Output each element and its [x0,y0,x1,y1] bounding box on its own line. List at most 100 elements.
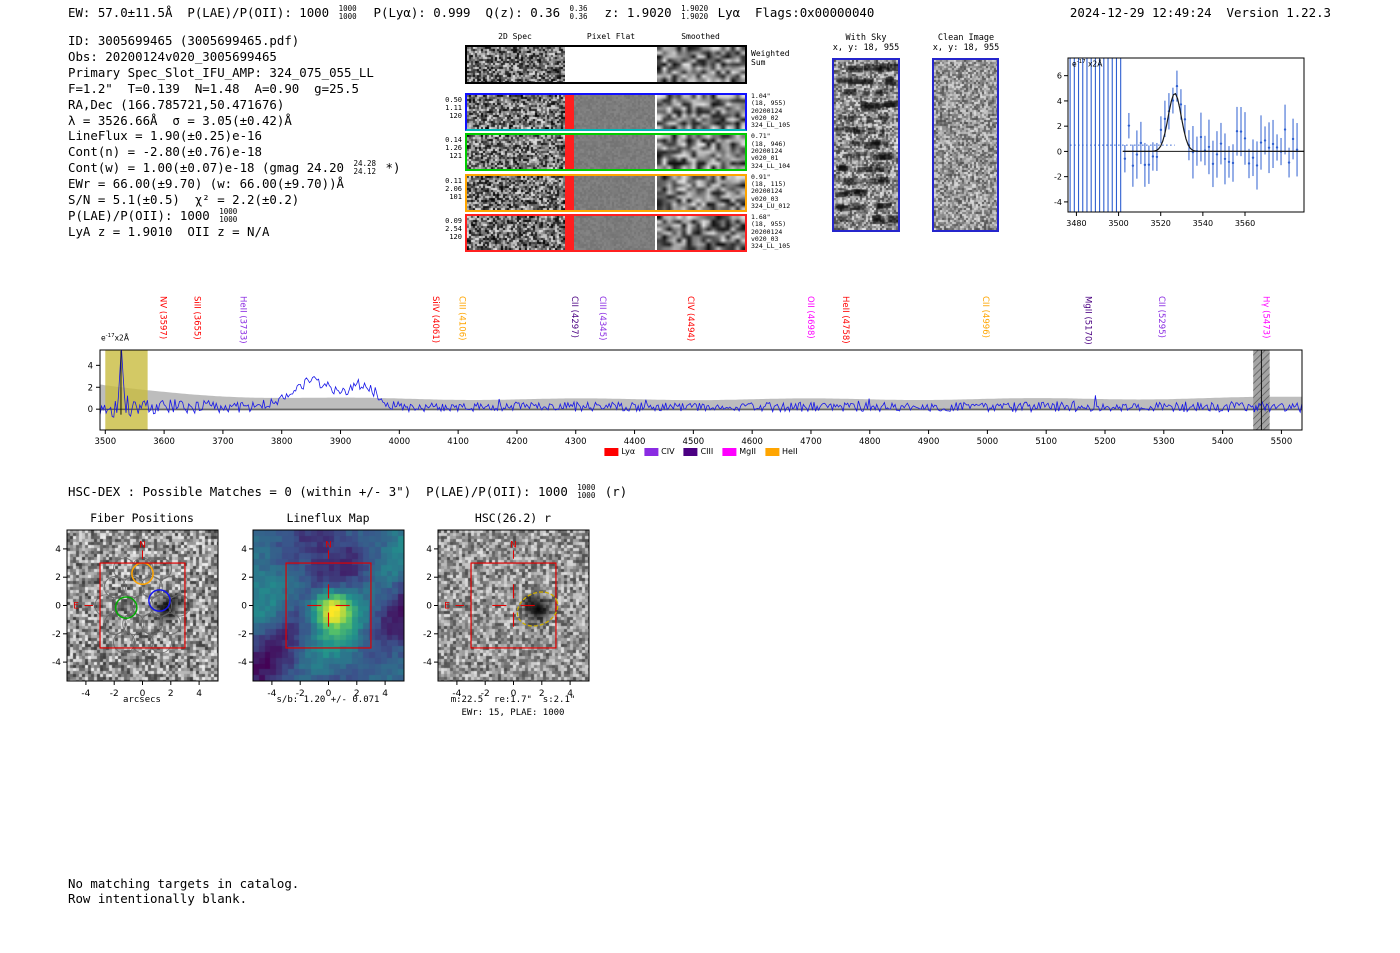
emission-line-label: Hγ (5473) [1260,296,1271,339]
fiber-row-right-labels[interactable]: 0.91" (18, 115) 20200124 v020_03 324_LU_012 [751,172,829,210]
cutout-y-tick-label: -2 [238,630,247,640]
spectrum-x-tick-label: 3700 [212,437,234,447]
info-line-text: S/N = 5.1(±0.5) χ² = 2.2(±0.2) [68,192,300,208]
info-line[interactable]: Obs: 20200124v020_3005699465 [68,49,400,65]
fiber-row-left-labels[interactable]: 0.09 2.54 120 [437,217,462,241]
info-line[interactable]: Cont(w) = 1.00(±0.07)e-18 (gmag 24.20 24… [68,160,400,176]
footer-line-1: No matching targets in catalog. [68,876,300,891]
bad-column-marker[interactable] [565,95,574,129]
zoom-y-tick-label: -4 [1054,198,1062,207]
fiber-row-right-label[interactable]: 324_LL_104 [751,161,791,170]
info-line[interactable]: ID: 3005699465 (3005699465.pdf) [68,33,400,49]
spectrum-x-tick-label: 5300 [1153,437,1175,447]
fiber-row-right-label[interactable]: (18, 115) [751,180,787,189]
weighted-smoothed-image [657,47,745,82]
catalog-match-summary-text: (r) [597,484,628,499]
info-line-text: F=1.2" T=0.139 N=1.48 A=0.90 g=25.5 [68,80,359,96]
emission-line-label: CIII (4345) [597,296,608,341]
flat-divider-line[interactable] [655,175,657,210]
fiber-row-right-label[interactable]: 324_LU_012 [751,201,791,210]
spec2d-fiber-row[interactable] [465,214,747,253]
with-sky-image-frame [832,58,900,232]
line-fit-units-annotation: e [1072,59,1077,69]
info-line[interactable]: λ = 3526.66Å σ = 3.05(±0.42)Å [68,113,400,129]
fiber-row-left-label[interactable]: 0.14 [445,136,462,145]
fiber-row-right-label[interactable]: 1.04" [751,92,771,100]
fiber-row-right-label[interactable]: 324_LL_105 [751,242,791,251]
spectrum-x-tick-label: 4400 [624,437,646,447]
fiber-row-right-labels[interactable]: 1.68" (18, 955) 20200124 v020_03 324_LL_105 [751,213,829,251]
fiber-row-right-labels[interactable]: 1.04" (18, 955) 20200124 v020_02 324_LL_105 [751,92,829,130]
fiber-row-left-label[interactable]: 120 [449,112,462,120]
fiber-row-right-label[interactable]: v020_01 [751,154,779,163]
info-line[interactable]: P(LAE)/P(OII): 1000 1000 1000 [68,208,400,224]
fiber-row-left-label[interactable]: 120 [449,233,462,242]
fiber-row-left-label[interactable]: 2.06 [445,184,462,193]
bad-column-marker[interactable] [565,175,574,210]
fiber-row-right-label[interactable]: (18, 955) [751,220,787,229]
flat-divider-line[interactable] [655,95,657,129]
fiber-row-left-labels[interactable]: 0.14 1.26 121 [437,136,462,160]
fiber-row-right-label[interactable]: v020_02 [751,113,779,122]
bad-column-marker[interactable] [565,216,574,251]
fiber-row-right-label[interactable]: 20200124 [751,106,783,115]
spectrum-x-tick-label: 4700 [800,437,822,447]
fiber-row-left-label[interactable]: 0.50 [445,96,462,104]
info-line[interactable]: Cont(n) = -2.80(±0.76)e-18 [68,144,400,160]
fiber-row-left-label[interactable]: 101 [449,192,462,201]
fiber-row-right-labels[interactable]: 0.71" (18, 946) 20200124 v020_01 324_LL_104 [751,132,829,170]
full-spectrum-plot: 3500 3600 3700 3800 3900 4000 4100 4200 4300 4400… [88,349,1303,447]
info-line-text: LineFlux = 1.90(±0.25)e-16 [68,128,262,144]
flat-divider-line[interactable] [655,135,657,170]
fiber-row-left-labels[interactable]: 0.50 1.11 120 [437,96,462,120]
spec2d-fiber-row[interactable] [465,93,747,131]
cutout-y-tick-label: 2 [241,573,247,583]
info-line-text: Primary Spec_Slot_IFU_AMP: 324_075_055_L… [68,64,374,80]
fiber-row-left-label[interactable]: 2.54 [445,225,462,234]
weighted-sum-row[interactable] [465,45,747,84]
fiber-row-left-label[interactable]: 0.11 [445,176,462,185]
cutout-x-tick-label: 0 [140,689,146,699]
fiber-row-right-label[interactable]: 324_LL_105 [751,121,791,130]
legend-item: CIV [644,447,675,456]
fiber-pixelflat-image [574,216,655,251]
line-fit-plot: 3480 3500 3520 3540 3560 -4 -2 0 2 4 6 [1054,57,1305,228]
fiber-row-left-label[interactable]: 1.26 [445,144,462,153]
fiber-row-right-label[interactable]: 20200124 [751,146,783,155]
emission-line-label: CIV (4494) [684,296,695,342]
cutout-y-tick-label: -2 [52,630,61,640]
fiber-row-left-label[interactable]: 121 [449,152,462,161]
fiber-row-right-label[interactable]: 20200124 [751,187,783,196]
info-line[interactable]: F=1.2" T=0.139 N=1.48 A=0.90 g=25.5 [68,81,400,97]
fiber-row-right-label[interactable]: (18, 946) [751,139,787,148]
cutout-y-tick-label: -4 [423,658,432,668]
info-line[interactable]: EWr = 66.00(±9.70) (w: 66.00(±9.70))Å [68,176,400,192]
fiber-row-right-label[interactable]: (18, 955) [751,99,787,108]
spec2d-fiber-row[interactable] [465,173,747,212]
fiber-row-right-label[interactable]: 20200124 [751,227,783,236]
fiber-circle [112,631,136,654]
info-line[interactable]: LineFlux = 1.90(±0.25)e-16 [68,128,400,144]
cutout-x-tick-label: -4 [452,689,461,699]
header-summary-text: Lyα [710,5,755,20]
info-line[interactable]: LyA z = 1.9010 OII z = N/A [68,224,400,240]
fiber-row-left-label[interactable]: 1.11 [445,104,462,112]
info-line[interactable]: RA,Dec (166.785721,50.471676) [68,97,400,113]
spec2d-fiber-row[interactable] [465,133,747,172]
fiber-row-left-labels[interactable]: 0.11 2.06 101 [437,177,462,201]
fiber-row-right-label[interactable]: 0.91" [751,172,771,181]
legend-swatch [644,447,659,456]
bad-column-marker[interactable] [565,135,574,170]
fiber-row-left-label[interactable]: 0.09 [445,217,462,226]
info-line[interactable]: Primary Spec_Slot_IFU_AMP: 324_075_055_L… [68,65,400,81]
fiber-row-right-label[interactable]: 0.71" [751,132,771,141]
fiber-row-right-label[interactable]: v020_03 [751,194,779,203]
spectrum-legend: Lyα CIV CIII MgII HeII [604,447,798,456]
legend-label: CIV [661,447,675,456]
flat-divider-line[interactable] [655,216,657,251]
info-line-text: EWr = 66.00(±9.70) (w: 66.00(±9.70))Å [68,176,345,192]
cut0-overlay: -4 -4 -2 -2 0 0 2 2 4 4 N E [52,529,219,699]
fiber-row-right-label[interactable]: v020_03 [751,235,779,244]
fiber-row-right-label[interactable]: 1.68" [751,213,771,222]
info-line[interactable]: S/N = 5.1(±0.5) χ² = 2.2(±0.2) [68,192,400,208]
